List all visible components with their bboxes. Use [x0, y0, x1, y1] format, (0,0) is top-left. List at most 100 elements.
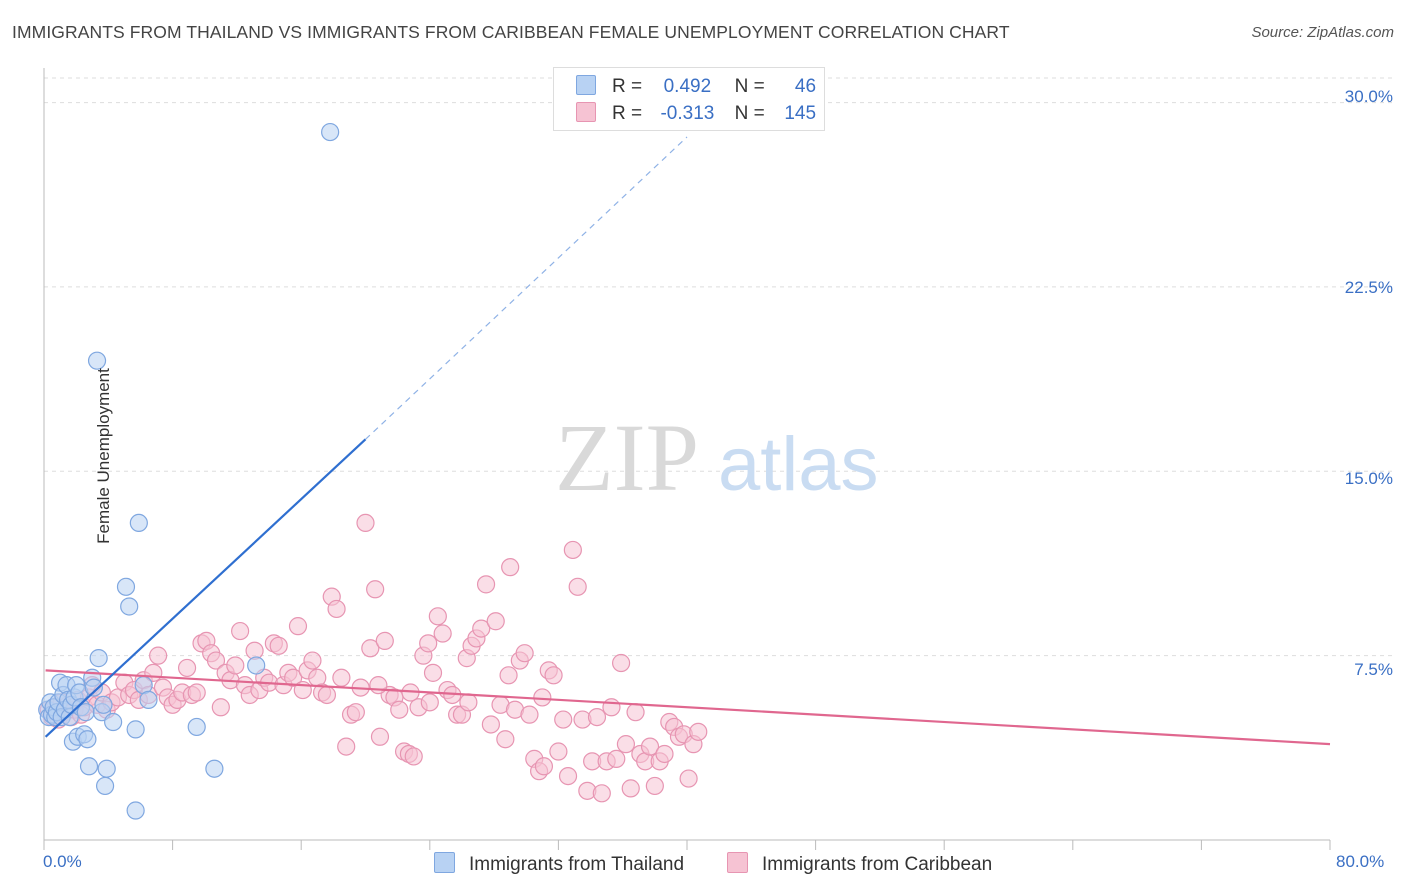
caribbean-point	[361, 639, 380, 658]
watermark: ZIP atlas	[555, 404, 879, 511]
caribbean-point	[288, 617, 308, 636]
caribbean-point	[390, 700, 409, 719]
y-axis-label: Female Unemployment	[93, 368, 113, 544]
thailand-point	[94, 695, 113, 714]
bottom-legend: Immigrants from Thailand Immigrants from…	[0, 852, 1406, 878]
legend-r-label: R =	[612, 103, 643, 124]
caribbean-point	[587, 707, 607, 727]
thailand-point	[84, 678, 103, 697]
caribbean-point	[327, 599, 346, 619]
caribbean-point	[602, 698, 621, 717]
caribbean-point	[149, 646, 168, 665]
caribbean-point	[549, 742, 568, 761]
caribbean-point	[592, 784, 611, 803]
caribbean-point	[563, 540, 582, 560]
caribbean-point	[177, 658, 197, 678]
trend-lines	[44, 136, 1331, 746]
thailand-swatch	[576, 75, 596, 95]
thailand-point	[104, 712, 123, 732]
thailand-point	[78, 730, 97, 749]
caribbean-point	[423, 663, 443, 682]
caribbean-swatch	[576, 102, 596, 122]
caribbean-point	[476, 575, 496, 594]
thailand-point	[247, 656, 266, 675]
caribbean-point	[499, 666, 518, 685]
caribbean-point	[369, 676, 388, 695]
caribbean-point	[419, 634, 438, 653]
thailand-r-value: 0.492	[663, 76, 712, 97]
caribbean-point	[655, 744, 674, 764]
legend-box: R = 0.492 N = 46 R = -0.313 N = 145	[553, 67, 825, 131]
caribbean-points	[39, 513, 708, 803]
caribbean-point	[472, 619, 491, 638]
y-tick-label: 7.5%	[1354, 660, 1393, 679]
x-tick-label-min: 0.0%	[43, 852, 82, 871]
thailand-point	[97, 759, 116, 778]
thailand-point	[321, 122, 340, 142]
thailand-point	[139, 690, 158, 709]
caribbean-point	[404, 747, 423, 766]
thailand-point	[87, 351, 107, 370]
thailand-trend-line	[44, 438, 367, 738]
watermark-zip: ZIP	[555, 404, 699, 511]
thailand-swatch	[434, 852, 455, 873]
chart-title: IMMIGRANTS FROM THAILAND VS IMMIGRANTS F…	[12, 22, 1010, 42]
bottom-legend-thailand[interactable]: Immigrants from Thailand	[434, 852, 684, 876]
legend-n-label: N =	[734, 103, 765, 124]
source-label: Source: ZipAtlas.com	[1251, 24, 1394, 41]
caribbean-point	[568, 577, 587, 596]
caribbean-point	[269, 636, 288, 655]
caribbean-point	[645, 776, 664, 796]
thailand-point	[126, 801, 145, 820]
caribbean-point	[337, 737, 356, 756]
caribbean-point	[515, 644, 534, 663]
caribbean-point	[459, 693, 478, 712]
thailand-point	[116, 577, 136, 596]
caribbean-point	[303, 651, 322, 670]
y-tick-label: 15.0%	[1344, 469, 1393, 488]
caribbean-point	[206, 651, 226, 670]
thailand-point	[95, 776, 115, 796]
legend-row-caribbean: R = -0.313 N = 145	[576, 102, 816, 128]
caribbean-point	[433, 624, 452, 643]
caribbean-point	[611, 653, 631, 673]
caribbean-point	[554, 710, 573, 729]
caribbean-point	[544, 666, 563, 685]
thailand-point	[79, 757, 99, 776]
bottom-legend-thailand-label: Immigrants from Thailand	[469, 854, 685, 875]
thailand-trend-extension	[365, 136, 688, 440]
caribbean-point	[420, 693, 439, 712]
thailand-points	[38, 122, 340, 820]
caribbean-point	[621, 779, 640, 798]
thailand-point	[187, 717, 206, 737]
legend-row-thailand: R = 0.492 N = 46	[576, 75, 816, 101]
x-tick-label-max: 80.0%	[1336, 852, 1385, 871]
bottom-legend-caribbean[interactable]: Immigrants from Caribbean	[727, 852, 992, 876]
caribbean-point	[496, 730, 515, 749]
caribbean-point	[640, 737, 660, 756]
caribbean-point	[607, 749, 626, 768]
caribbean-point	[616, 735, 636, 754]
caribbean-point	[501, 558, 520, 577]
caribbean-point	[520, 705, 539, 724]
caribbean-point	[356, 513, 375, 533]
caribbean-point	[689, 722, 708, 741]
caribbean-n-value: 145	[784, 103, 817, 124]
thailand-point	[205, 759, 224, 778]
watermark-atlas: atlas	[718, 422, 879, 507]
caribbean-swatch	[727, 852, 748, 873]
gridlines	[44, 77, 1392, 657]
caribbean-point	[375, 631, 394, 650]
caribbean-trend-line	[45, 669, 1331, 746]
caribbean-point	[231, 621, 250, 641]
caribbean-point	[558, 766, 578, 786]
thailand-point	[120, 597, 139, 616]
legend-r-label: R =	[612, 76, 643, 97]
caribbean-point	[346, 703, 365, 722]
thailand-point	[129, 513, 148, 533]
caribbean-point	[211, 698, 230, 717]
bottom-legend-caribbean-label: Immigrants from Caribbean	[762, 854, 993, 875]
caribbean-point	[626, 703, 645, 722]
thailand-point	[89, 649, 108, 668]
